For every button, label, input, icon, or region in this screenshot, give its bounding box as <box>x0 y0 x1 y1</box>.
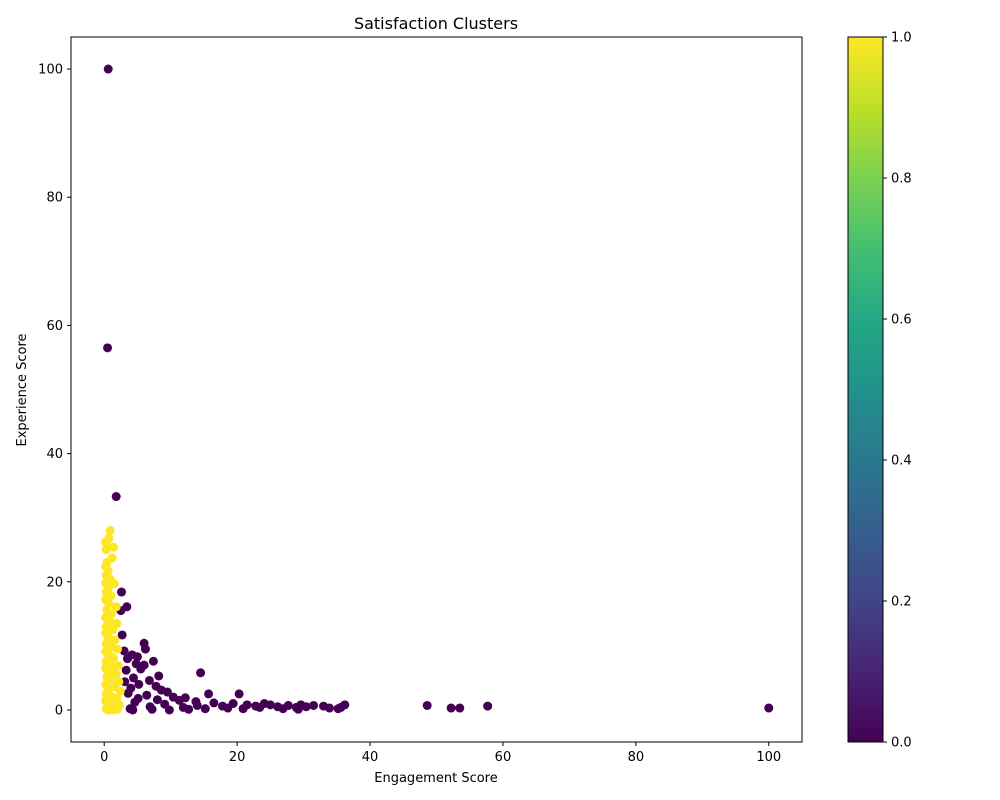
y-tick-label: 40 <box>46 447 63 462</box>
data-point-cluster-1 <box>103 632 113 642</box>
data-point-cluster-0 <box>164 705 174 715</box>
y-tick-label: 20 <box>46 575 63 590</box>
data-point-cluster-1 <box>108 625 118 635</box>
data-point-cluster-0 <box>238 704 248 714</box>
colorbar-tick-label: 0.4 <box>891 454 912 469</box>
data-point-cluster-0 <box>483 701 493 711</box>
colorbar-tick-label: 0.8 <box>891 172 912 187</box>
data-point-cluster-1 <box>113 661 123 671</box>
data-point-cluster-0 <box>111 492 121 502</box>
data-point-cluster-0 <box>134 679 144 689</box>
data-point-cluster-0 <box>103 64 113 74</box>
data-point-cluster-0 <box>200 704 210 714</box>
data-point-cluster-0 <box>184 704 194 714</box>
y-tick-label: 100 <box>38 63 63 78</box>
data-point-cluster-0 <box>136 664 146 674</box>
data-point-cluster-0 <box>147 704 157 714</box>
data-point-cluster-0 <box>196 668 206 678</box>
data-point-cluster-0 <box>121 665 131 675</box>
data-point-cluster-1 <box>112 618 122 628</box>
data-point-cluster-0 <box>764 703 774 713</box>
x-tick-label: 100 <box>756 750 781 765</box>
data-point-cluster-1 <box>107 705 117 715</box>
data-point-cluster-0 <box>455 703 465 713</box>
data-point-cluster-0 <box>152 695 162 705</box>
data-point-cluster-0 <box>142 690 152 700</box>
data-point-cluster-0 <box>144 675 154 685</box>
data-point-cluster-1 <box>105 526 115 535</box>
data-point-cluster-1 <box>109 542 119 552</box>
data-point-cluster-0 <box>309 700 319 710</box>
data-point-cluster-0 <box>117 630 127 640</box>
colorbar-tick-label: 0.6 <box>891 313 912 328</box>
data-point-cluster-0 <box>132 652 142 662</box>
data-point-cluster-0 <box>148 656 158 666</box>
x-tick-label: 80 <box>628 750 645 765</box>
data-point-cluster-0 <box>333 704 343 714</box>
data-point-cluster-1 <box>110 635 120 645</box>
data-points <box>101 64 774 715</box>
colorbar-tick-label: 0.0 <box>891 736 912 751</box>
data-point-cluster-1 <box>104 533 114 543</box>
data-point-cluster-1 <box>111 669 121 679</box>
y-tick-label: 80 <box>46 191 63 206</box>
data-point-cluster-0 <box>162 687 172 697</box>
x-tick-label: 20 <box>229 750 246 765</box>
data-point-cluster-0 <box>174 695 184 705</box>
data-point-cluster-0 <box>278 704 288 714</box>
data-point-cluster-0 <box>130 697 140 707</box>
data-point-cluster-1 <box>115 686 125 696</box>
plot-area <box>71 37 802 742</box>
y-axis-label: Experience Score <box>15 333 30 446</box>
data-point-cluster-0 <box>301 702 311 712</box>
data-point-cluster-0 <box>234 689 244 699</box>
colorbar-axis: 0.0 0.2 0.4 0.6 0.8 1.0 <box>883 31 912 751</box>
y-axis: 0 20 40 60 80 100 <box>38 63 71 718</box>
data-point-cluster-0 <box>325 703 335 713</box>
data-point-cluster-0 <box>204 689 214 699</box>
x-axis: 0 20 40 60 80 100 <box>100 742 781 765</box>
data-point-cluster-0 <box>192 700 202 710</box>
data-point-cluster-0 <box>446 703 456 713</box>
colorbar-tick-label: 1.0 <box>891 31 912 46</box>
colorbar-tick-label: 0.2 <box>891 595 912 610</box>
data-point-cluster-0 <box>128 673 138 683</box>
data-point-cluster-0 <box>154 671 164 681</box>
data-point-cluster-1 <box>101 545 111 555</box>
x-tick-label: 60 <box>495 750 512 765</box>
data-point-cluster-1 <box>113 644 123 654</box>
data-point-cluster-0 <box>422 700 432 710</box>
data-point-cluster-0 <box>223 703 233 713</box>
x-tick-label: 40 <box>362 750 379 765</box>
data-point-cluster-0 <box>117 587 127 597</box>
x-tick-label: 0 <box>100 750 108 765</box>
data-point-cluster-0 <box>209 698 219 708</box>
y-tick-label: 60 <box>46 319 63 334</box>
data-point-cluster-0 <box>103 343 113 353</box>
data-point-cluster-0 <box>293 704 303 714</box>
data-point-cluster-0 <box>140 644 150 654</box>
data-point-cluster-0 <box>122 654 132 664</box>
plot-frame <box>70 36 803 743</box>
data-point-cluster-0 <box>128 705 138 715</box>
data-point-cluster-0 <box>123 688 133 698</box>
data-point-cluster-0 <box>265 700 275 710</box>
chart-title: Satisfaction Clusters <box>354 14 518 33</box>
y-tick-label: 0 <box>55 703 63 718</box>
x-axis-label: Engagement Score <box>374 771 497 786</box>
data-point-cluster-1 <box>111 602 121 612</box>
colorbar <box>847 36 884 743</box>
data-point-cluster-0 <box>255 702 265 712</box>
